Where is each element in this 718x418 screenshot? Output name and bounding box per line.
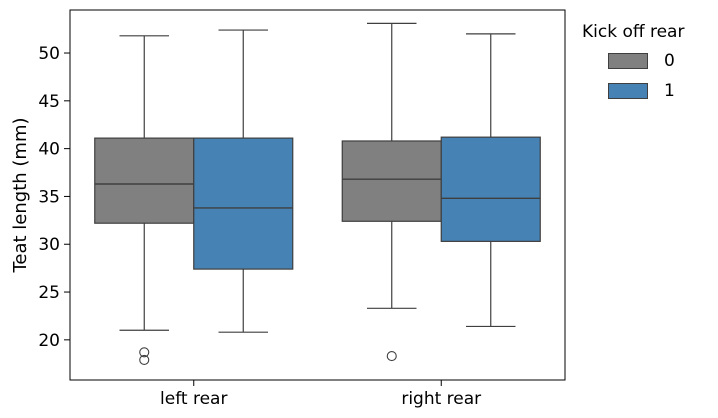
series-0-right-rear-box [341, 140, 442, 222]
series-0-left-rear-outlier-0 [139, 347, 150, 358]
legend-label-1: 1 [664, 81, 675, 101]
series-0-left-rear-outlier-1 [139, 354, 150, 365]
axis-layer: 20 25 30 35 40 45 50 left rear right rear [38, 44, 481, 409]
y-tick-label-30: 30 [38, 235, 60, 255]
y-tick-label-45: 45 [38, 92, 60, 112]
legend: Kick off rear 0 1 [582, 22, 684, 106]
x-tick-label-right-rear: right rear [401, 389, 481, 409]
series-0-left-rear-box [94, 137, 195, 224]
plot-frame [69, 9, 566, 381]
series-0-right-rear-outlier-0 [386, 351, 397, 362]
y-axis-label: Teat length (mm) [10, 117, 31, 273]
y-tick-label-35: 35 [38, 187, 60, 207]
y-tick-label-50: 50 [38, 44, 60, 64]
x-tick-label-left-rear: left rear [160, 389, 227, 409]
y-tick-label-25: 25 [38, 283, 60, 303]
y-tick-label-20: 20 [38, 331, 60, 351]
legend-label-0: 0 [664, 51, 675, 71]
y-tick-label-40: 40 [38, 140, 60, 160]
legend-swatch-0 [608, 53, 648, 69]
legend-title: Kick off rear [582, 22, 685, 42]
legend-item-1: 1 [608, 76, 684, 106]
plot-layer [94, 22, 541, 365]
legend-swatch-1 [608, 83, 648, 99]
series-1-right-rear-box [440, 136, 541, 242]
legend-item-0: 0 [608, 46, 684, 76]
series-1-left-rear-box [193, 137, 294, 270]
